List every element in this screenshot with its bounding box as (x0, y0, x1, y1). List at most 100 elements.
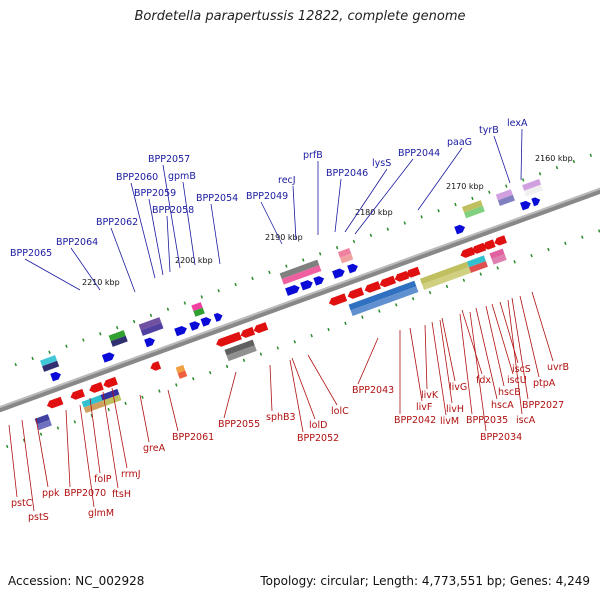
reverse-feature-block[interactable] (491, 254, 507, 265)
forward-gene-arrow[interactable] (200, 316, 213, 327)
reverse-gene-label[interactable]: fdx (476, 375, 491, 386)
forward-feature-block[interactable] (522, 178, 542, 191)
reverse-gene-label[interactable]: ptpA (533, 378, 556, 389)
forward-gene-arrow[interactable] (144, 336, 156, 348)
forward-feature-block[interactable] (464, 205, 485, 219)
reverse-gene-arrow[interactable] (88, 381, 104, 394)
reverse-gene-label[interactable]: sphB3 (266, 412, 296, 423)
forward-gene-arrow[interactable] (50, 370, 62, 382)
reverse-gene-arrow[interactable] (482, 239, 496, 251)
forward-gene-arrow[interactable] (213, 312, 224, 322)
forward-gene-arrow[interactable] (189, 320, 201, 331)
forward-gene-label[interactable]: prfB (303, 150, 323, 161)
reverse-gene-arrow[interactable] (470, 242, 487, 255)
reverse-gene-label[interactable]: lolD (309, 420, 327, 431)
forward-gene-label[interactable]: BPP2059 (134, 188, 176, 199)
reverse-feature-block[interactable] (81, 394, 103, 408)
reverse-gene-arrow[interactable] (46, 396, 64, 410)
forward-feature-block[interactable] (40, 355, 58, 367)
forward-feature-block[interactable] (279, 259, 320, 279)
reverse-gene-label[interactable]: BPP2034 (480, 432, 522, 443)
reverse-gene-label[interactable]: ftsH (112, 489, 131, 500)
forward-gene-arrow[interactable] (332, 267, 346, 279)
forward-feature-block[interactable] (281, 265, 322, 285)
forward-gene-label[interactable]: BPP2058 (152, 205, 194, 216)
forward-gene-label[interactable]: BPP2046 (326, 168, 368, 179)
reverse-gene-arrow[interactable] (149, 361, 162, 372)
forward-feature-block[interactable] (193, 307, 205, 317)
forward-gene-label[interactable]: tyrB (479, 125, 499, 136)
reverse-gene-label[interactable]: BPP2052 (297, 433, 339, 444)
forward-feature-block[interactable] (42, 360, 60, 372)
forward-feature-block[interactable] (110, 335, 128, 347)
reverse-feature-block[interactable] (100, 388, 120, 401)
forward-feature-block[interactable] (497, 194, 515, 206)
reverse-gene-arrow[interactable] (459, 246, 475, 259)
reverse-feature-block[interactable] (177, 370, 188, 379)
forward-gene-label[interactable]: BPP2062 (96, 217, 138, 228)
forward-gene-arrow[interactable] (174, 325, 188, 337)
forward-gene-label[interactable]: BPP2049 (246, 191, 288, 202)
reverse-gene-label[interactable]: iscU (507, 375, 527, 386)
reverse-gene-arrow[interactable] (378, 275, 397, 289)
reverse-gene-arrow[interactable] (346, 287, 365, 300)
reverse-gene-label[interactable]: rrmJ (121, 469, 141, 480)
forward-gene-label[interactable]: paaG (447, 137, 472, 148)
reverse-gene-label[interactable]: pstC (11, 498, 33, 509)
reverse-feature-block[interactable] (83, 400, 105, 414)
reverse-gene-arrow[interactable] (102, 376, 118, 389)
reverse-gene-arrow[interactable] (239, 326, 256, 339)
forward-feature-block[interactable] (140, 322, 164, 336)
reverse-gene-label[interactable]: iscA (516, 415, 536, 426)
reverse-gene-label[interactable]: iscS (512, 364, 531, 375)
reverse-feature-block[interactable] (350, 286, 419, 316)
forward-gene-arrow[interactable] (101, 351, 116, 363)
reverse-feature-block[interactable] (489, 248, 505, 260)
reverse-feature-block[interactable] (36, 419, 52, 431)
forward-gene-arrow[interactable] (454, 223, 466, 235)
reverse-gene-label[interactable]: livG (449, 382, 467, 393)
forward-feature-block[interactable] (138, 317, 162, 331)
reverse-feature-block[interactable] (175, 364, 186, 374)
reverse-gene-arrow[interactable] (363, 281, 381, 294)
forward-feature-block[interactable] (461, 200, 483, 213)
forward-gene-label[interactable]: lexA (507, 118, 528, 129)
reverse-gene-arrow[interactable] (328, 293, 348, 307)
reverse-feature-block[interactable] (421, 267, 472, 290)
reverse-feature-block[interactable] (466, 255, 486, 268)
forward-gene-label[interactable]: BPP2057 (148, 154, 190, 165)
forward-gene-arrow[interactable] (347, 262, 359, 274)
reverse-gene-label[interactable]: BPP2043 (352, 385, 394, 396)
forward-gene-arrow[interactable] (285, 284, 301, 296)
forward-gene-label[interactable]: gpmB (168, 171, 196, 182)
forward-gene-label[interactable]: BPP2060 (116, 172, 158, 183)
reverse-gene-label[interactable]: hscA (491, 400, 514, 411)
forward-gene-arrow[interactable] (531, 196, 541, 207)
reverse-gene-label[interactable]: livK (421, 390, 439, 401)
forward-gene-label[interactable]: recJ (278, 175, 296, 186)
reverse-feature-block[interactable] (468, 261, 488, 273)
forward-feature-block[interactable] (495, 189, 513, 201)
forward-gene-label[interactable]: BPP2044 (398, 148, 440, 159)
reverse-feature-block[interactable] (34, 414, 50, 425)
reverse-feature-block[interactable] (226, 345, 257, 362)
forward-gene-label[interactable]: lysS (372, 158, 391, 169)
reverse-gene-arrow[interactable] (215, 331, 242, 348)
reverse-gene-label[interactable]: pstS (28, 512, 49, 523)
forward-gene-label[interactable]: BPP2065 (10, 248, 52, 259)
reverse-feature-block[interactable] (348, 280, 417, 311)
forward-feature-block[interactable] (337, 248, 352, 258)
reverse-feature-block[interactable] (224, 339, 255, 356)
reverse-gene-label[interactable]: greA (143, 443, 166, 454)
reverse-gene-label[interactable]: BPP2042 (394, 415, 436, 426)
reverse-gene-label[interactable]: livM (440, 416, 459, 427)
reverse-gene-label[interactable]: folP (94, 474, 112, 485)
reverse-gene-arrow[interactable] (252, 322, 269, 334)
forward-feature-block[interactable] (191, 302, 203, 312)
reverse-gene-arrow[interactable] (69, 388, 85, 401)
reverse-gene-label[interactable]: hscB (498, 387, 521, 398)
reverse-gene-label[interactable]: livF (416, 402, 432, 413)
forward-gene-arrow[interactable] (300, 279, 314, 291)
reverse-gene-label[interactable]: BPP2061 (172, 432, 214, 443)
reverse-gene-label[interactable]: lolC (331, 406, 349, 417)
